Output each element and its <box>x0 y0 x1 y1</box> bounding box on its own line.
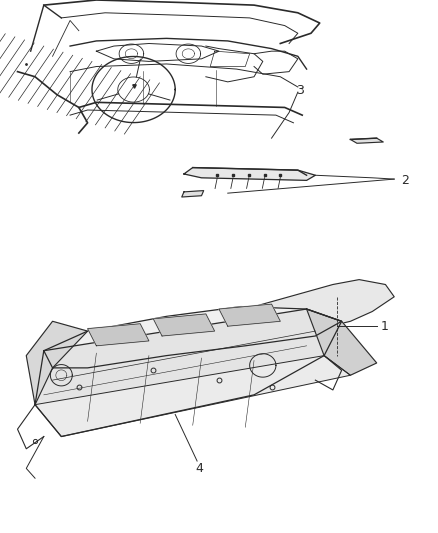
Polygon shape <box>254 280 394 331</box>
Polygon shape <box>88 324 149 346</box>
Polygon shape <box>184 167 315 180</box>
Polygon shape <box>219 304 280 326</box>
Text: 1: 1 <box>381 320 389 333</box>
Text: 4: 4 <box>195 462 203 475</box>
Polygon shape <box>44 306 342 368</box>
Polygon shape <box>350 138 383 143</box>
Text: 2: 2 <box>401 174 409 187</box>
Polygon shape <box>26 321 88 405</box>
Polygon shape <box>307 309 377 375</box>
Polygon shape <box>35 309 342 437</box>
Polygon shape <box>182 191 204 197</box>
Polygon shape <box>35 356 350 437</box>
Polygon shape <box>153 314 215 336</box>
Text: 3: 3 <box>296 84 304 98</box>
